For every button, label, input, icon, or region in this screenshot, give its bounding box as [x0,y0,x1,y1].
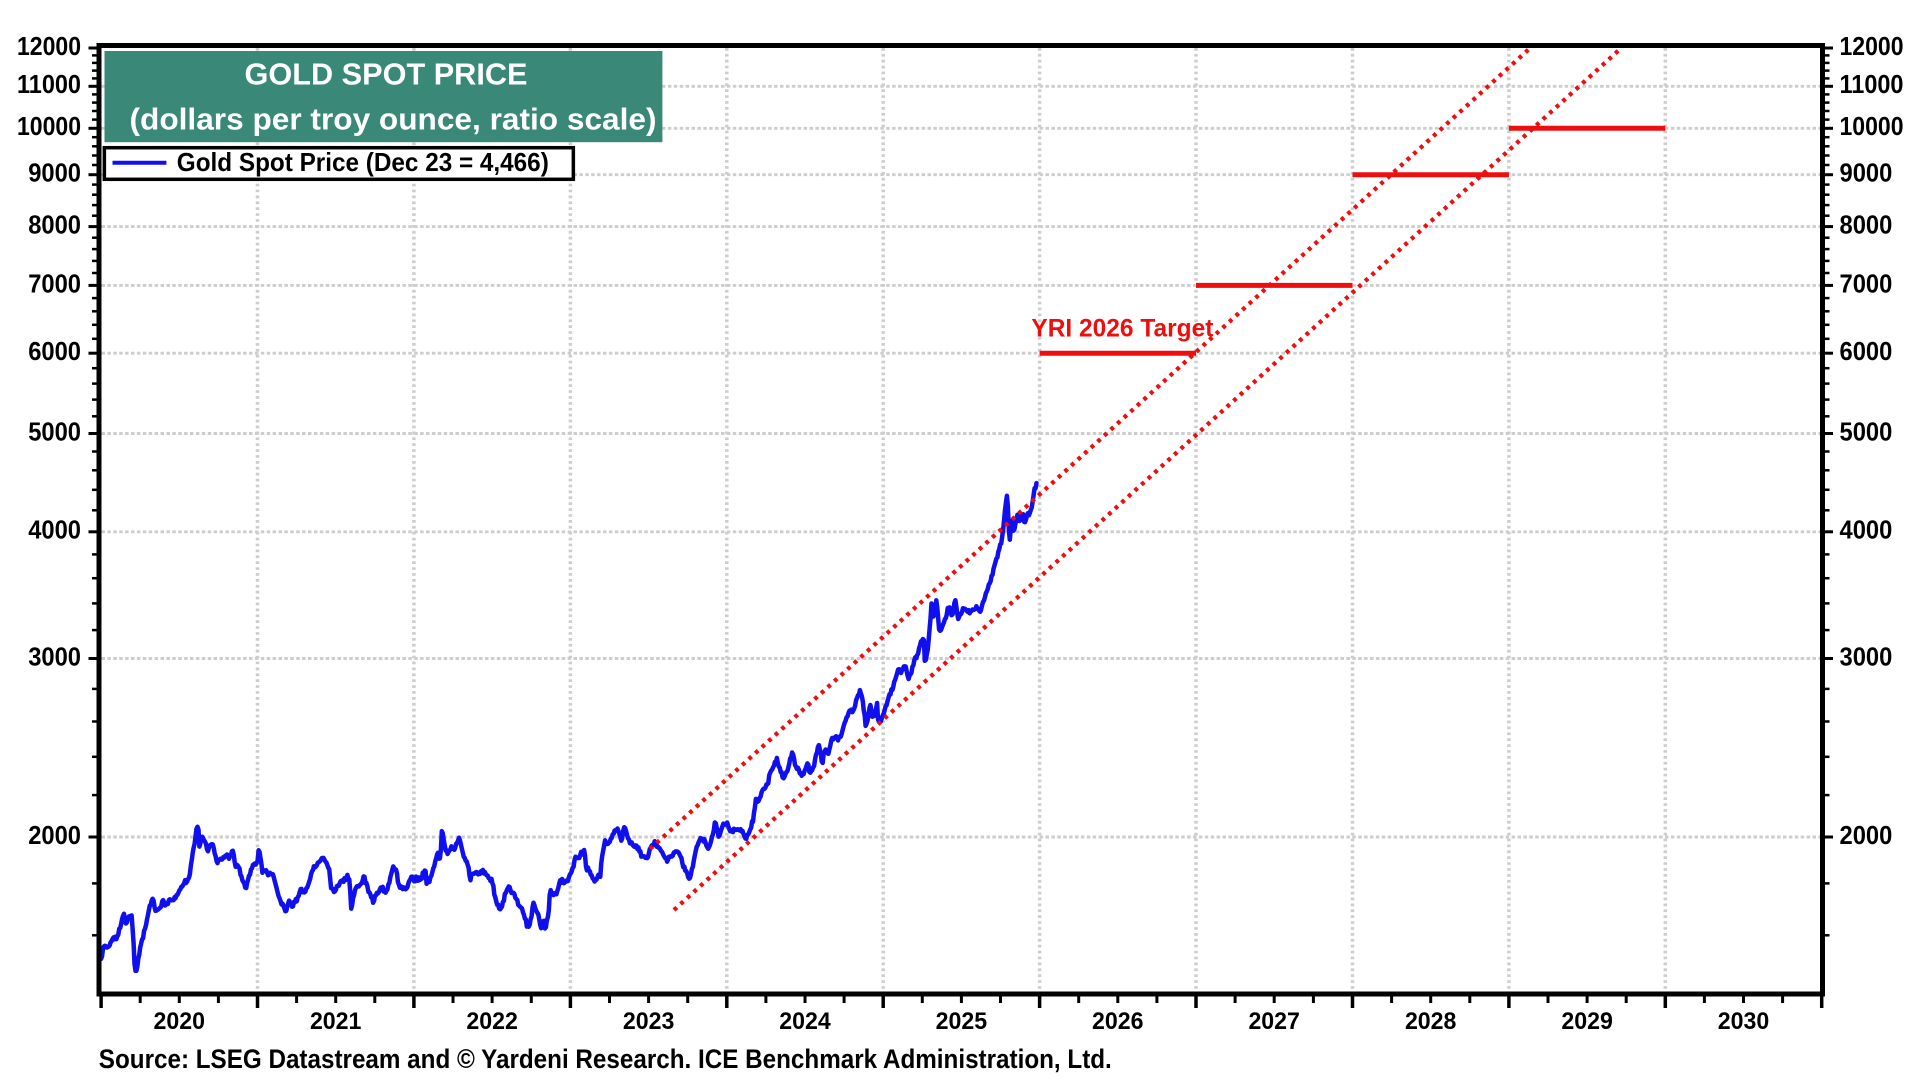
svg-text:2028: 2028 [1405,1008,1457,1035]
svg-text:2027: 2027 [1248,1008,1300,1035]
svg-text:2030: 2030 [1718,1008,1770,1035]
svg-text:2000: 2000 [28,822,81,850]
svg-text:2022: 2022 [466,1008,518,1035]
svg-text:9000: 9000 [28,160,81,188]
svg-text:11000: 11000 [17,71,81,99]
svg-text:5000: 5000 [1840,418,1893,446]
svg-text:6000: 6000 [1840,338,1893,366]
svg-text:2025: 2025 [936,1008,988,1035]
svg-text:GOLD SPOT PRICE: GOLD SPOT PRICE [245,58,528,92]
svg-text:Gold Spot Price (Dec 23 = 4,46: Gold Spot Price (Dec 23 = 4,466) [177,147,549,177]
svg-text:6000: 6000 [28,338,81,366]
svg-text:4000: 4000 [28,517,81,545]
svg-text:7000: 7000 [1840,270,1893,298]
svg-text:3000: 3000 [28,643,81,671]
svg-text:12000: 12000 [17,33,81,61]
svg-text:10000: 10000 [17,113,81,141]
svg-text:7000: 7000 [28,270,81,298]
svg-text:3000: 3000 [1840,643,1893,671]
svg-text:(dollars per troy ounce, ratio: (dollars per troy ounce, ratio scale) [130,102,657,136]
svg-text:11000: 11000 [1840,71,1904,99]
svg-text:12000: 12000 [1840,33,1904,61]
svg-text:YRI 2026 Target: YRI 2026 Target [1031,315,1214,343]
svg-text:Source: LSEG Datastream and ©: Source: LSEG Datastream and © Yardeni Re… [99,1044,1112,1074]
svg-text:5000: 5000 [28,418,81,446]
svg-text:2023: 2023 [623,1008,675,1035]
svg-text:10000: 10000 [1840,113,1904,141]
svg-text:8000: 8000 [1840,212,1893,240]
svg-text:2000: 2000 [1840,822,1893,850]
svg-text:2020: 2020 [154,1008,206,1035]
svg-text:2024: 2024 [779,1008,831,1035]
svg-text:4000: 4000 [1840,517,1893,545]
svg-text:2021: 2021 [310,1008,362,1035]
svg-text:2026: 2026 [1092,1008,1144,1035]
svg-text:9000: 9000 [1840,160,1893,188]
svg-text:8000: 8000 [28,212,81,240]
svg-text:2029: 2029 [1561,1008,1613,1035]
